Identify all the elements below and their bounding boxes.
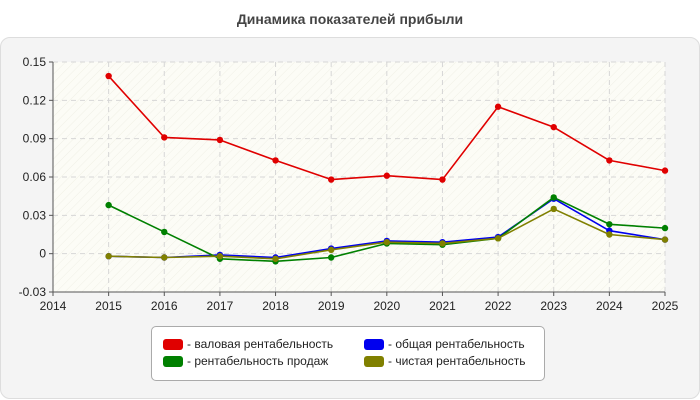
data-point[interactable] <box>661 236 669 243</box>
data-point[interactable] <box>494 235 502 242</box>
data-point[interactable] <box>606 221 613 228</box>
data-point[interactable] <box>494 103 502 110</box>
x-tick-label: 2015 <box>95 299 122 313</box>
legend-label: - чистая рентабельность <box>388 354 526 368</box>
legend-label: - валовая рентабельность <box>187 337 334 351</box>
legend-swatch <box>364 339 384 350</box>
x-tick-label: 2022 <box>485 299 512 313</box>
x-tick-label: 2019 <box>318 299 345 313</box>
legend: - валовая рентабельность - общая рентабе… <box>151 326 545 381</box>
data-point[interactable] <box>661 167 669 174</box>
y-tick-label: -0.03 <box>19 285 47 299</box>
y-tick-labels: 0.15 0.12 0.09 0.06 0.03 0 -0.03 <box>19 55 53 299</box>
y-tick-label: 0.06 <box>23 170 47 184</box>
data-point[interactable] <box>550 123 557 131</box>
y-tick-label: 0.03 <box>23 208 47 222</box>
data-point[interactable] <box>105 253 112 260</box>
legend-swatch <box>163 356 183 367</box>
x-tick-label: 2025 <box>652 299 679 313</box>
data-point[interactable] <box>327 254 335 261</box>
legend-label: - рентабельность продаж <box>187 354 329 368</box>
legend-swatch <box>364 356 384 367</box>
data-point[interactable] <box>606 157 613 164</box>
data-point[interactable] <box>216 136 224 144</box>
series <box>105 72 669 265</box>
x-tick-labels: 2014 2015 2016 2017 2018 2019 2020 2021 2022 2023… <box>40 292 679 313</box>
legend-swatch <box>163 339 183 350</box>
data-point[interactable] <box>550 194 557 201</box>
data-point[interactable] <box>383 238 391 246</box>
y-tick-label: 0.12 <box>23 93 47 107</box>
data-point[interactable] <box>327 246 335 254</box>
series-3 <box>105 205 669 262</box>
data-point[interactable] <box>272 157 279 164</box>
data-point[interactable] <box>383 172 391 179</box>
data-point[interactable] <box>327 176 335 183</box>
data-point[interactable] <box>439 176 446 183</box>
series-0 <box>105 72 669 183</box>
data-point[interactable] <box>550 205 557 213</box>
data-point[interactable] <box>105 72 112 80</box>
x-tick-label: 2014 <box>40 299 67 313</box>
data-point[interactable] <box>272 255 279 262</box>
data-point[interactable] <box>606 231 613 238</box>
data-point[interactable] <box>439 240 446 247</box>
x-tick-label: 2024 <box>596 299 623 313</box>
x-tick-label: 2017 <box>207 299 234 313</box>
y-tick-label: 0.15 <box>23 55 47 69</box>
y-tick-label: 0 <box>39 247 46 261</box>
data-point[interactable] <box>161 228 168 236</box>
y-tick-label: 0.09 <box>23 132 47 146</box>
x-tick-label: 2016 <box>151 299 178 313</box>
legend-label: - общая рентабельность <box>388 337 525 351</box>
x-tick-label: 2020 <box>373 299 400 313</box>
data-point[interactable] <box>105 201 112 209</box>
data-point[interactable] <box>161 134 168 141</box>
x-tick-label: 2023 <box>540 299 567 313</box>
data-point[interactable] <box>216 253 224 260</box>
data-point[interactable] <box>661 224 669 232</box>
x-tick-label: 2021 <box>429 299 456 313</box>
x-tick-label: 2018 <box>262 299 289 313</box>
chart-title: Динамика показателей прибыли <box>236 11 464 27</box>
data-point[interactable] <box>161 254 168 261</box>
